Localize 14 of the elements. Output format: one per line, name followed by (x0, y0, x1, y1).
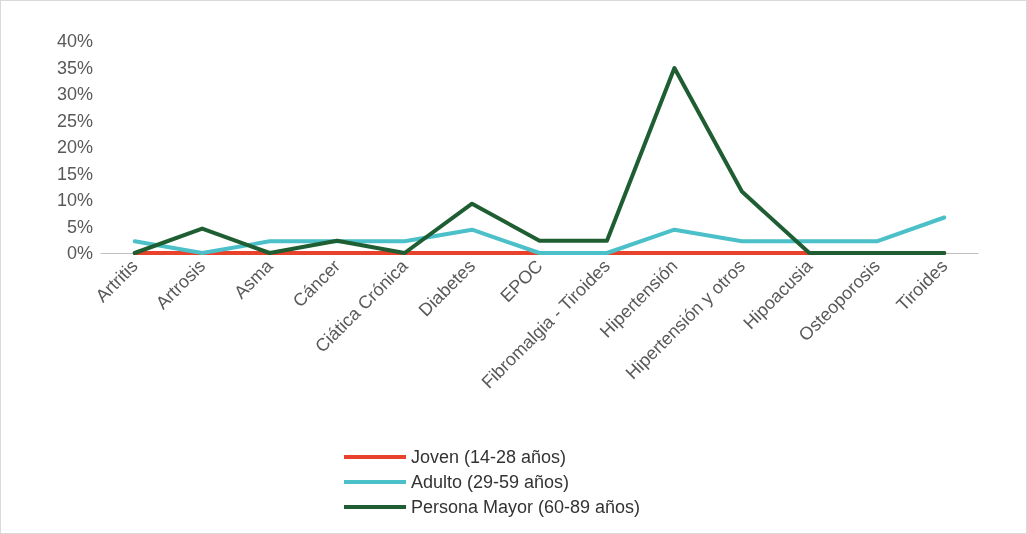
y-tick-label: 30% (56, 84, 93, 104)
y-tick-label: 25% (56, 110, 93, 131)
y-tick-label: 15% (56, 163, 93, 184)
y-tick-label: 35% (56, 57, 93, 78)
y-tick-label: 40% (56, 31, 93, 51)
y-tick-label: 20% (56, 137, 93, 157)
y-tick-label: 10% (56, 190, 93, 210)
line-series (132, 215, 947, 255)
line-series (132, 66, 947, 255)
legend-label: Joven (14-28 años) (411, 447, 567, 467)
legend-label: Persona Mayor (60-89 años) (411, 497, 641, 517)
legend-label: Adulto (29-59 años) (411, 472, 570, 492)
y-tick-label: 5% (66, 216, 93, 237)
y-tick-label: 0% (66, 243, 93, 263)
